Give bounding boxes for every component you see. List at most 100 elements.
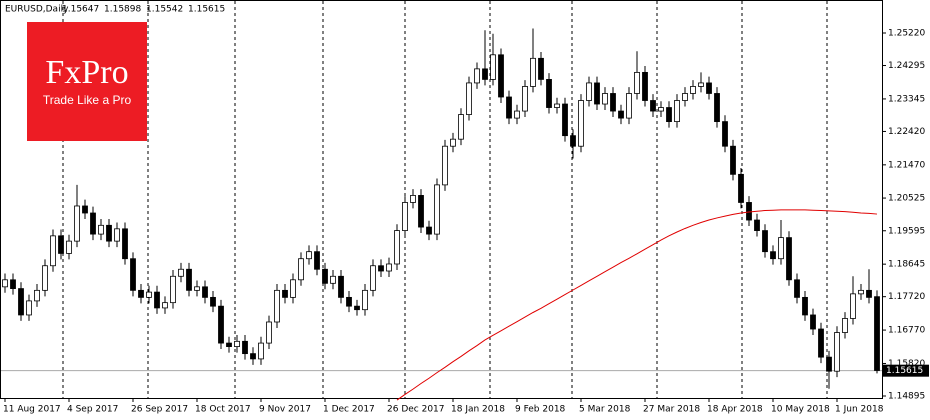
candle-body	[58, 235, 64, 254]
header-value: 1.15898	[104, 5, 141, 15]
y-tick-label: 1.18645	[888, 260, 925, 270]
candle-body	[458, 114, 464, 140]
candle-body	[810, 314, 816, 330]
candle-body	[474, 68, 480, 84]
candle-body	[34, 289, 40, 302]
candle-body	[626, 93, 632, 119]
candle-body	[666, 107, 672, 123]
x-tick-label: 4 Sep 2017	[67, 405, 118, 415]
y-tick-label: 1.14895	[888, 391, 925, 401]
candle-body	[802, 296, 808, 316]
candle-body	[770, 251, 776, 260]
candle-body	[778, 237, 784, 260]
candle-body	[178, 268, 184, 277]
candle-body	[482, 68, 488, 80]
y-tick-label: 1.19595	[888, 226, 925, 236]
candle-body	[274, 289, 280, 323]
candle-body	[706, 82, 712, 94]
candle-body	[114, 228, 120, 242]
axes: 1.25220 1.24295 1.23345 1.22420 1.21470 1.205…	[3, 29, 929, 415]
candle-body	[738, 173, 744, 203]
candle-body	[290, 279, 296, 298]
x-tick-label: 9 Nov 2017	[259, 405, 311, 415]
candle-body	[154, 291, 160, 309]
candle-body	[386, 263, 392, 272]
candle-body	[10, 279, 16, 289]
candle-body	[330, 275, 336, 284]
candle-body	[314, 251, 320, 270]
header-value: 1.15615	[188, 5, 225, 15]
candle-body	[746, 202, 752, 221]
marks	[2, 28, 880, 401]
candle-body	[618, 110, 624, 119]
candle-body	[570, 135, 576, 147]
symbol-label: EURUSD,Daily	[5, 5, 69, 15]
moving-average	[396, 209, 878, 401]
candle-body	[786, 237, 792, 281]
candle-body	[602, 93, 608, 105]
y-tick-label: 1.24295	[888, 61, 925, 71]
candle-body	[50, 235, 56, 267]
candle-body	[338, 275, 344, 298]
candle-body	[690, 86, 696, 94]
candle-body	[122, 228, 128, 260]
candle-body	[754, 219, 760, 231]
candle-body	[538, 57, 544, 80]
candle-body	[98, 224, 104, 235]
y-tick-label: 1.22420	[888, 127, 925, 137]
candle-body	[402, 202, 408, 231]
x-tick-label: 26 Dec 2017	[387, 405, 445, 415]
candle-body	[82, 205, 88, 214]
candle-body	[522, 86, 528, 112]
candle-body	[650, 100, 656, 112]
candle-body	[18, 288, 24, 316]
candle-body	[202, 286, 208, 298]
x-tick-label: 18 Jan 2018	[451, 405, 505, 415]
candle-body	[498, 54, 504, 98]
candle-body	[210, 296, 216, 307]
candle-body	[66, 240, 72, 254]
header-values: 1.15647 1.15898 1.15542 1.15615	[62, 5, 225, 15]
x-tick-label: 1 Jun 2018	[835, 405, 884, 415]
candle-body	[506, 96, 512, 119]
x-tick-label: 10 May 2018	[771, 405, 830, 415]
candle-body	[74, 205, 80, 242]
candle-body	[426, 226, 432, 235]
candle-body	[258, 342, 264, 360]
candle-body	[794, 279, 800, 298]
candle-body	[722, 121, 728, 147]
candle-body	[586, 82, 592, 101]
candle-body	[434, 184, 440, 235]
candle-body	[242, 340, 248, 355]
candle-body	[610, 93, 616, 112]
candle-body	[378, 265, 384, 272]
candle-body	[490, 54, 496, 80]
candle-body	[562, 103, 568, 137]
y-tick-label: 1.21470	[888, 160, 925, 170]
candle-body	[146, 291, 152, 298]
y-tick-label: 1.16770	[888, 326, 925, 336]
candle-body	[410, 195, 416, 203]
candle-body	[42, 265, 48, 291]
candle-body	[842, 318, 848, 333]
x-tick-label: 26 Sep 2017	[131, 405, 188, 415]
candle-body	[466, 82, 472, 115]
x-tick-label: 18 Oct 2017	[195, 405, 251, 415]
candle-body	[698, 82, 704, 87]
y-tick-label: 1.23345	[888, 94, 925, 104]
candle-body	[874, 296, 880, 371]
x-tick-label: 27 Mar 2018	[643, 405, 700, 415]
candle-body	[714, 93, 720, 123]
candle-body	[162, 302, 168, 309]
y-tick-label: 1.15820	[888, 359, 925, 369]
candle-body	[634, 71, 640, 94]
candle-body	[554, 103, 560, 108]
candle-body	[442, 145, 448, 186]
candle-body	[418, 195, 424, 228]
candle-body	[730, 145, 736, 175]
candle-body	[658, 107, 664, 112]
logo-title: FxPro	[45, 54, 128, 91]
candle-body	[826, 356, 832, 372]
x-tick-label: 5 Mar 2018	[579, 405, 631, 415]
